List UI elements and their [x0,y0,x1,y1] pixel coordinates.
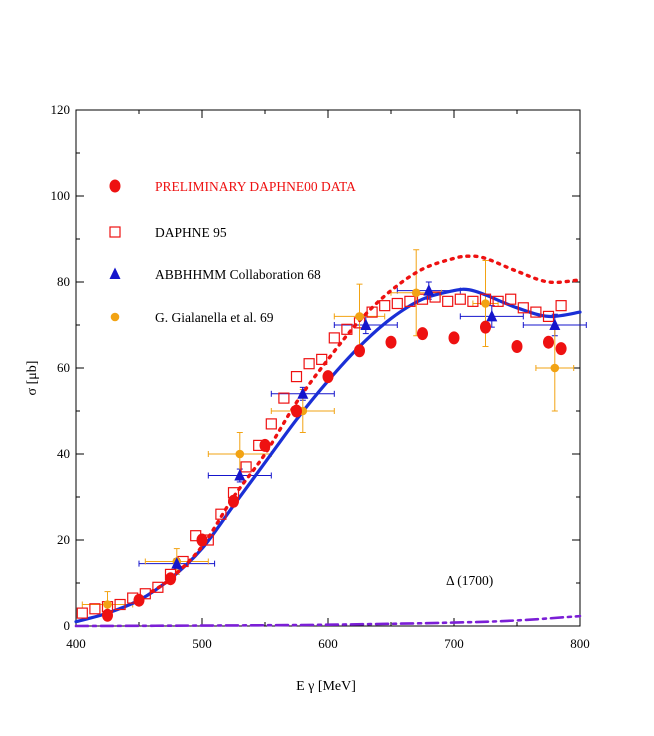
preliminary-daphne00-data-point [322,370,334,384]
daphne-95-point [76,607,88,619]
y-tick-label: 120 [51,102,71,117]
daphne-95-point [114,598,126,611]
y-tick-label: 40 [57,446,70,461]
daphne-95-point [416,293,429,305]
g-gialanella-et-al-69-point [550,363,560,373]
y-tick-label: 0 [64,618,71,633]
legend-label: DAPHNE 95 [155,225,227,240]
data-markers [76,284,567,622]
daphne-95-point [290,371,303,383]
preliminary-daphne00-data-point [511,340,523,353]
dotted-fit-curve [149,254,582,594]
y-tick-label: 80 [57,274,70,289]
daphne-95-point [265,418,277,430]
abbhhmm-collaboration-68-point [423,284,435,296]
g-gialanella-et-al-69-point [235,449,245,459]
g-gialanella-et-al-69-point [103,600,112,609]
x-tick-label: 400 [66,636,86,651]
daphne-95-point [429,291,441,303]
abbhhmm-collaboration-68-point [234,469,246,481]
daphne-95-point [530,306,542,318]
daphne-95-point [517,302,529,314]
legend-marker [109,267,121,279]
preliminary-daphne00-data-point [354,344,365,358]
daphne-95-point [467,295,479,307]
x-tick-label: 600 [318,636,338,651]
abbhhmm-collaboration-68-point [171,557,183,569]
x-axis-label: E γ [MeV] [296,679,356,694]
x-tick-label: 800 [570,636,590,651]
daphne-95-point [542,310,555,322]
abbhhmm-collaboration-68-point [549,318,561,330]
preliminary-daphne00-data-point [291,404,302,418]
delta-1700-annotation: Δ (1700) [446,573,493,588]
preliminary-daphne00-data-point [555,342,567,356]
legend-marker [109,226,121,238]
g-gialanella-et-al-69-point [481,299,490,308]
g-gialanella-et-al-69-point [355,312,364,321]
daphne-95-point [366,306,378,318]
preliminary-daphne00-data-point [417,327,428,341]
axis-ticks: 400 500 600 700 800 0 20 40 60 80 100 120 [51,102,590,651]
x-tick-label: 700 [444,636,464,651]
daphne-95-point [454,293,466,305]
preliminary-daphne00-data-point [165,572,176,586]
preliminary-daphne00-data-point [385,335,397,349]
y-tick-label: 100 [51,188,71,203]
preliminary-daphne00-data-point [448,331,460,345]
daphne-95-point [303,358,315,370]
solid-fit-curve [74,287,582,624]
daphne-95-point [89,603,101,615]
daphne-95-point [152,581,164,593]
daphne-95-point [328,332,340,344]
daphne-95-point [316,353,328,365]
legend-label: G. Gialanella et al. 69 [155,310,274,325]
daphne-95-point [215,508,227,520]
legend-marker [109,179,121,193]
legend-label: PRELIMINARY DAPHNE00 DATA [155,179,356,194]
daphne-95-point [240,461,252,473]
preliminary-daphne00-data-point [480,320,491,334]
abbhhmm-collaboration-68-point [297,387,309,399]
fit-curves [74,254,582,628]
daphne-95-point [492,295,504,307]
daphne-95-point [442,295,454,307]
daphne-95-point [139,588,151,600]
preliminary-daphne00-data-point [196,533,208,547]
daphne-95-point [278,392,290,404]
preliminary-daphne00-data-point [228,494,239,508]
preliminary-daphne00-data-point [543,335,554,349]
g-gialanella-et-al-69-point [411,288,421,298]
preliminary-daphne00-data-point [133,593,145,607]
daphne-95-point [379,300,391,312]
legend: PRELIMINARY DAPHNE00 DATA DAPHNE 95 ABBHHM… [109,179,356,325]
legend-marker [110,312,120,322]
daphne-95-point [404,295,416,307]
abbhhmm-collaboration-68-point [486,309,498,322]
y-tick-label: 20 [57,532,70,547]
preliminary-daphne00-data-point [259,438,271,452]
daphne-95-point [341,323,353,335]
abbhhmm-collaboration-68-point [360,318,372,330]
y-tick-label: 60 [57,360,70,375]
y-axis-label: σ [μb] [25,361,40,396]
preliminary-daphne00-data-point [102,608,113,622]
x-tick-label: 500 [192,636,212,651]
legend-label: ABBHHMM Collaboration 68 [155,267,321,282]
delta-1700-curve [74,614,582,628]
daphne-95-point [505,293,517,305]
daphne-95-point [391,297,403,310]
daphne-95-point [555,300,567,312]
